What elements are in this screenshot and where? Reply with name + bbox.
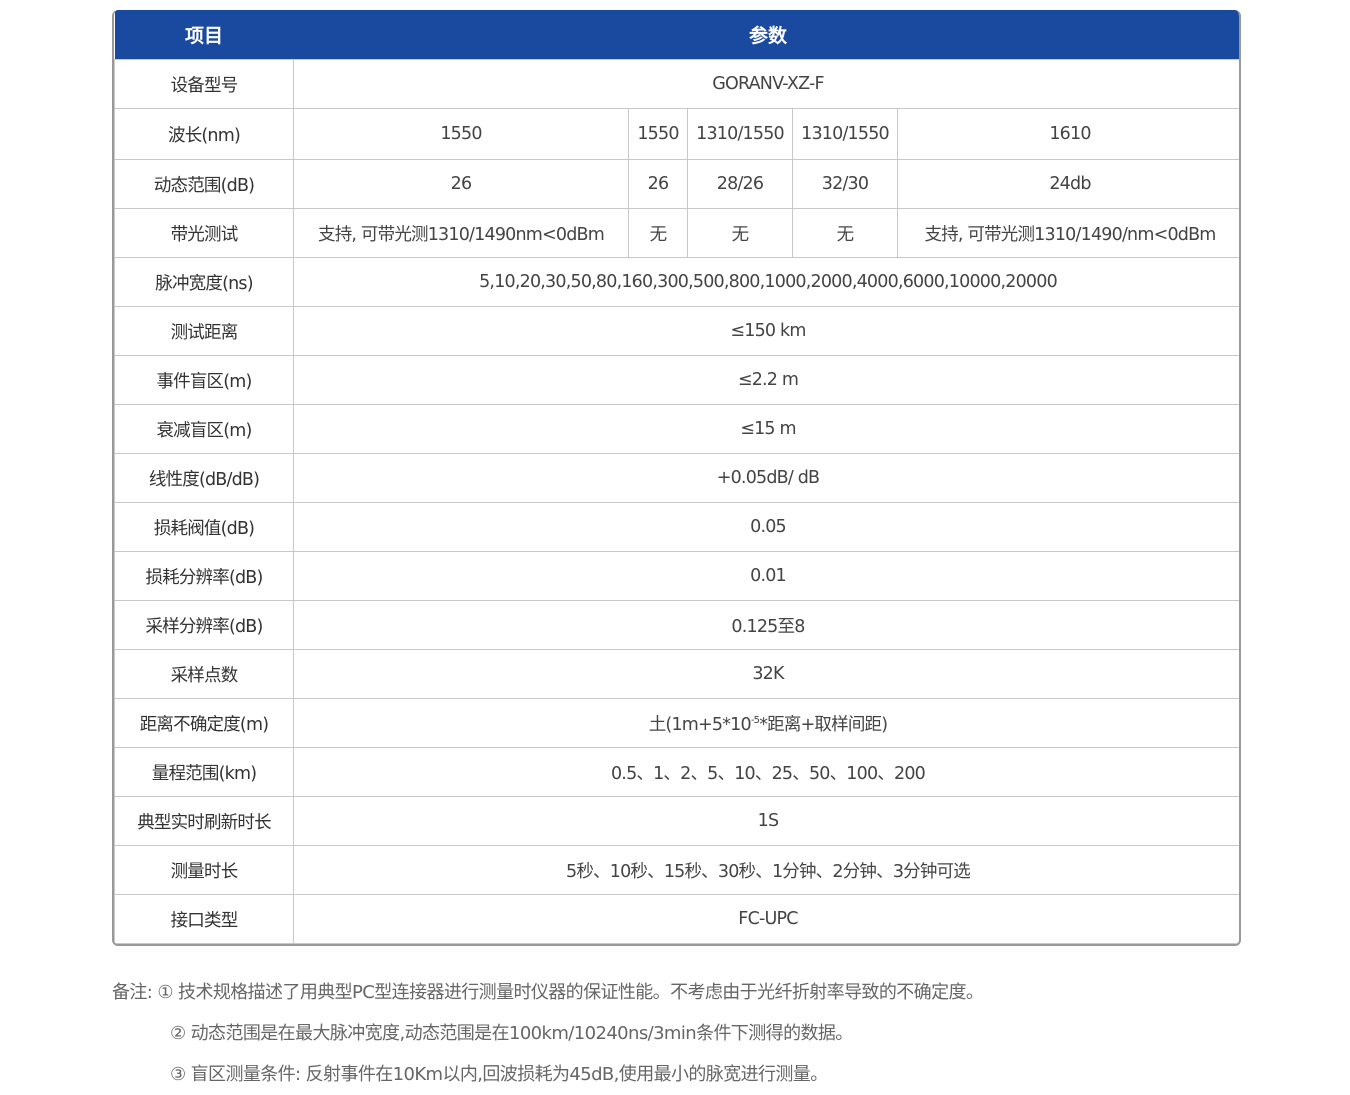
- row-value: ≤150 km: [293, 306, 1239, 356]
- table-row: 测量时长 5秒、10秒、15秒、30秒、1分钟、2分钟、3分钟可选: [114, 845, 1239, 895]
- cell: 无: [687, 208, 793, 258]
- row-label: 损耗分辨率(dB): [114, 551, 294, 601]
- cell: 28/26: [687, 159, 793, 209]
- row-label: 量程范围(km): [114, 747, 294, 797]
- row-label: 事件盲区(m): [114, 355, 294, 405]
- row-label: 线性度(dB/dB): [114, 453, 294, 503]
- uncert-pre: 土(1m+5*10: [648, 714, 752, 735]
- table-header: 项目 参数: [114, 10, 1239, 60]
- table-row: 采样点数 32K: [114, 649, 1239, 699]
- row-value: 32K: [293, 649, 1239, 699]
- row-value: 土(1m+5*10-5*距离+取样间距): [293, 698, 1239, 748]
- table-row: 损耗阀值(dB) 0.05: [114, 502, 1239, 552]
- row-label: 采样分辨率(dB): [114, 600, 294, 650]
- row-label: 带光测试: [114, 208, 294, 258]
- header-param: 参数: [293, 10, 1239, 60]
- table-row: 采样分辨率(dB) 0.125至8: [114, 600, 1239, 650]
- row-label: 测量时长: [114, 845, 294, 895]
- row-label: 距离不确定度(m): [114, 698, 294, 748]
- cell: 支持, 可带光测1310/1490/nm<0dBm: [897, 208, 1239, 258]
- row-value: 0.01: [293, 551, 1239, 601]
- cell: 1550: [628, 108, 688, 160]
- table-row: 测试距离 ≤150 km: [114, 306, 1239, 356]
- row-label: 衰减盲区(m): [114, 404, 294, 454]
- note-item: ① 技术规格描述了用典型PC型连接器进行测量时仪器的保证性能。不考虑由于光纤折射…: [157, 982, 984, 1003]
- note-item: ③ 盲区测量条件: 反射事件在10Km以内,回波损耗为45dB,使用最小的脉宽进…: [170, 1064, 828, 1085]
- cell: 1550: [293, 108, 629, 160]
- table-row: 衰减盲区(m) ≤15 m: [114, 404, 1239, 454]
- table-row: 事件盲区(m) ≤2.2 m: [114, 355, 1239, 405]
- spec-table-container: 项目 参数 设备型号 GORANV-XZ-F 波长(nm) 1550 1550 131…: [112, 10, 1241, 946]
- notes-prefix: 备注:: [112, 982, 153, 1003]
- header-item: 项目: [114, 10, 294, 60]
- cell: 无: [628, 208, 688, 258]
- uncert-exponent: -5: [750, 714, 760, 726]
- row-value: 5,10,20,30,50,80,160,300,500,800,1000,20…: [293, 257, 1239, 307]
- note-item: ② 动态范围是在最大脉冲宽度,动态范围是在100km/10240ns/3min条…: [170, 1023, 853, 1044]
- row-value: GORANV-XZ-F: [293, 59, 1239, 109]
- row-label: 脉冲宽度(ns): [114, 257, 294, 307]
- row-label: 损耗阀值(dB): [114, 502, 294, 552]
- cell: 1610: [897, 108, 1239, 160]
- row-value: 1S: [293, 796, 1239, 846]
- spec-table: 项目 参数 设备型号 GORANV-XZ-F 波长(nm) 1550 1550 131…: [114, 10, 1239, 944]
- table-row: 动态范围(dB) 26 26 28/26 32/30 24db: [114, 159, 1239, 209]
- table-row: 接口类型 FC-UPC: [114, 894, 1239, 944]
- table-row: 设备型号 GORANV-XZ-F: [114, 59, 1239, 109]
- cell: 24db: [897, 159, 1239, 209]
- row-label: 动态范围(dB): [114, 159, 294, 209]
- row-label: 设备型号: [114, 59, 294, 109]
- row-value: FC-UPC: [293, 894, 1239, 944]
- row-label: 波长(nm): [114, 108, 294, 160]
- row-value: 0.5、1、2、5、10、25、50、100、200: [293, 747, 1239, 797]
- table-row: 线性度(dB/dB) +0.05dB/ dB: [114, 453, 1239, 503]
- row-value: 0.05: [293, 502, 1239, 552]
- row-value: ≤2.2 m: [293, 355, 1239, 405]
- table-row: 量程范围(km) 0.5、1、2、5、10、25、50、100、200: [114, 747, 1239, 797]
- table-row: 带光测试 支持, 可带光测1310/1490nm<0dBm 无无无支持, 可带光测…: [114, 208, 1239, 258]
- cell: 支持, 可带光测1310/1490nm<0dBm: [293, 208, 629, 258]
- cell: 1310/1550: [687, 108, 793, 160]
- row-label: 采样点数: [114, 649, 294, 699]
- row-label: 典型实时刷新时长: [114, 796, 294, 846]
- cell: 26: [628, 159, 688, 209]
- notes: 备注: ① 技术规格描述了用典型PC型连接器进行测量时仪器的保证性能。不考虑由于…: [112, 972, 984, 1095]
- cell: 无: [792, 208, 898, 258]
- table-row: 典型实时刷新时长 1S: [114, 796, 1239, 846]
- row-label: 测试距离: [114, 306, 294, 356]
- row-label: 接口类型: [114, 894, 294, 944]
- table-row: 波长(nm) 1550 1550 1310/1550 1310/1550 1610: [114, 108, 1239, 160]
- row-value: +0.05dB/ dB: [293, 453, 1239, 503]
- row-value: 5秒、10秒、15秒、30秒、1分钟、2分钟、3分钟可选: [293, 845, 1239, 895]
- table-row: 脉冲宽度(ns) 5,10,20,30,50,80,160,300,500,800…: [114, 257, 1239, 307]
- cell: 32/30: [792, 159, 898, 209]
- table-row: 距离不确定度(m) 土(1m+5*10-5*距离+取样间距): [114, 698, 1239, 748]
- table-row: 损耗分辨率(dB) 0.01: [114, 551, 1239, 601]
- row-value: 0.125至8: [293, 600, 1239, 650]
- cell: 26: [293, 159, 629, 209]
- cell: 1310/1550: [792, 108, 898, 160]
- row-value: ≤15 m: [293, 404, 1239, 454]
- uncert-post: *距离+取样间距): [759, 714, 888, 735]
